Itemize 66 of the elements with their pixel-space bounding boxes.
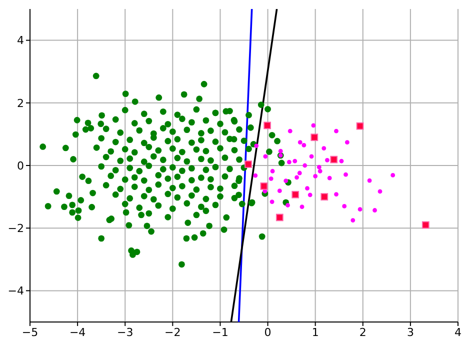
point [327, 176, 332, 180]
x-tick-label: −4 [69, 326, 86, 339]
point [278, 148, 283, 154]
point [253, 173, 258, 178]
x-tick-label: −5 [22, 326, 38, 339]
point [294, 175, 299, 180]
y-tick-label: 4 [17, 34, 24, 48]
point [268, 176, 274, 181]
x-tick-label: 2 [359, 326, 366, 339]
x-tick-label: 1 [312, 326, 319, 339]
point [334, 192, 338, 196]
y-tick-label: 2 [17, 96, 24, 110]
y-tick-label: −2 [8, 222, 24, 236]
point [358, 207, 362, 212]
point [320, 193, 328, 200]
point [344, 140, 350, 145]
point [302, 163, 308, 168]
point [286, 160, 292, 164]
x-tick-label: 0 [264, 326, 272, 339]
point [310, 134, 318, 142]
point [292, 158, 298, 164]
point [300, 204, 304, 210]
x-tick-label: −3 [117, 326, 134, 339]
point [325, 158, 330, 162]
point [277, 188, 282, 194]
point [318, 168, 322, 174]
y-tick-label: 0 [17, 159, 24, 172]
point [264, 122, 271, 130]
point [286, 203, 290, 208]
point [260, 182, 268, 190]
point [378, 189, 382, 194]
point [372, 208, 377, 212]
point [367, 178, 372, 183]
x-tick-label: 3 [406, 326, 414, 339]
point [344, 172, 348, 177]
point [422, 221, 430, 229]
point [356, 122, 364, 130]
point [254, 144, 259, 148]
point [316, 164, 322, 170]
point [263, 154, 268, 159]
point [339, 158, 344, 164]
point [322, 146, 326, 150]
point [297, 170, 302, 176]
point [309, 154, 314, 159]
point [302, 142, 306, 148]
point [284, 178, 288, 184]
point [244, 160, 252, 168]
point [298, 140, 302, 145]
point [288, 128, 292, 134]
point [270, 200, 274, 204]
point [334, 128, 338, 134]
point [342, 204, 347, 208]
point [292, 190, 300, 198]
point [276, 214, 284, 222]
x-tick-label: −1 [212, 326, 228, 339]
point [308, 192, 312, 198]
point [390, 173, 396, 178]
point [350, 218, 356, 222]
point [330, 156, 338, 164]
point [313, 174, 318, 178]
x-tick-label: −2 [164, 326, 181, 339]
point [270, 168, 275, 174]
x-tick-label: 4 [454, 326, 462, 339]
point [311, 123, 316, 128]
y-tick-label: −4 [8, 284, 24, 298]
point [305, 186, 310, 191]
